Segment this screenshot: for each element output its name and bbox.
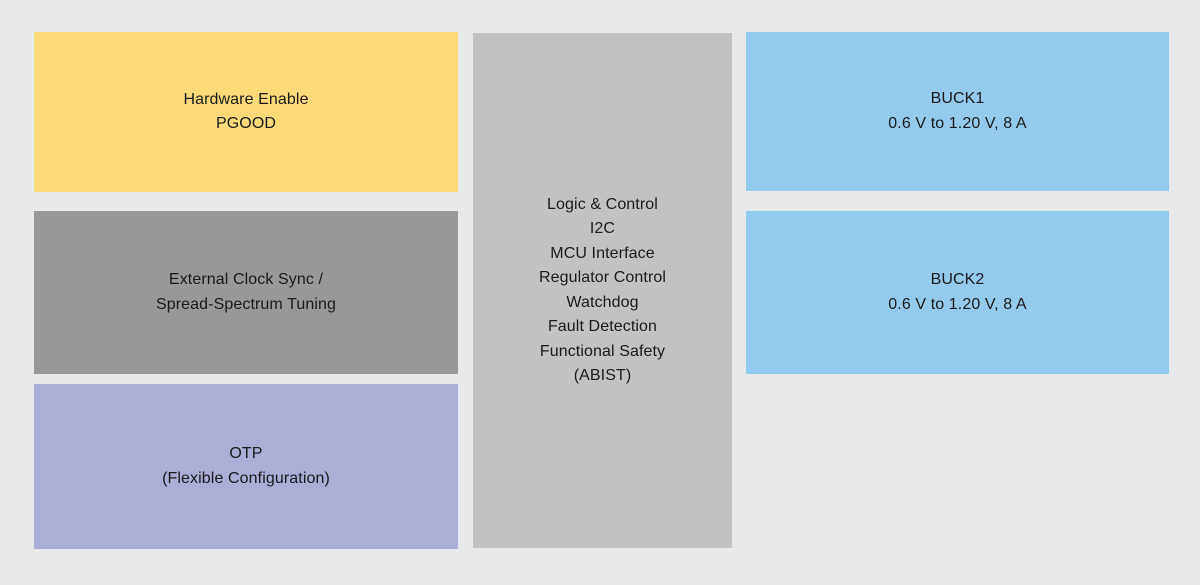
block-label-line: Logic & Control [547,195,658,213]
otp-block: OTP (Flexible Configuration) [34,384,458,549]
block-label-line: Functional Safety [539,342,666,360]
logic-control-block: Logic & Control I2C MCU Interface Regula… [473,33,732,548]
block-label-line: OTP [229,445,263,462]
buck1-block: BUCK1 0.6 V to 1.20 V, 8 A [746,32,1169,191]
block-label-line: I2C [589,220,616,237]
block-label-line: Spread-Spectrum Tuning [155,295,337,313]
block-label-line: PGOOD [215,115,277,132]
block-label-line: 0.6 V to 1.20 V, 8 A [888,295,1027,313]
external-clock-sync-block: External Clock Sync / Spread-Spectrum Tu… [34,211,458,374]
block-label-line: BUCK2 [930,271,985,288]
block-label-line: MCU Interface [550,244,655,262]
hardware-enable-pgood-block: Hardware Enable PGOOD [34,32,458,192]
buck2-block: BUCK2 0.6 V to 1.20 V, 8 A [746,211,1169,374]
block-label-line: Regulator Control [538,269,667,286]
block-label-line: Fault Detection [547,318,658,335]
block-label-line: Watchdog [566,293,639,311]
block-label-line: BUCK1 [930,90,985,107]
block-label-line: (Flexible Configuration) [162,469,330,487]
block-label-line: (ABIST) [573,367,632,384]
block-label-line: Hardware Enable [183,90,309,108]
block-label-line: 0.6 V to 1.20 V, 8 A [888,114,1027,132]
block-label-line: External Clock Sync / [168,271,324,288]
